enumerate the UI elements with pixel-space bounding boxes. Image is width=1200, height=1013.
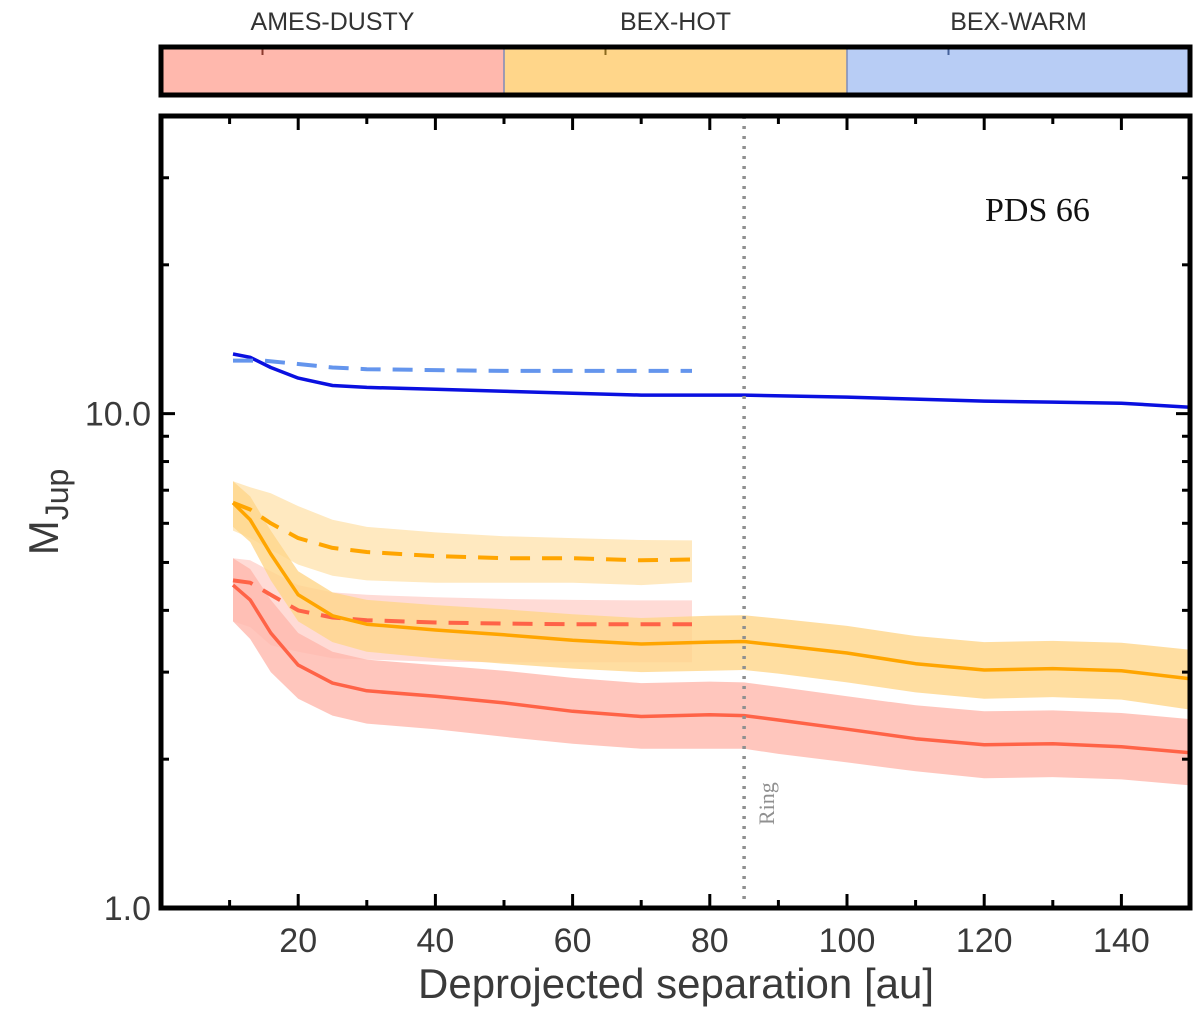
- colorbar-segment-bex-hot: [504, 47, 847, 95]
- x-tick-label: 140: [1093, 922, 1150, 960]
- series-lines: [231, 352, 1191, 755]
- y-axis-label-main: M: [20, 520, 67, 555]
- x-tick-label: 20: [279, 922, 317, 960]
- x-tick-label: 80: [691, 922, 729, 960]
- band-bex-hot-solid: [233, 481, 1190, 710]
- line-bex-warm-dashed: [233, 358, 692, 373]
- line-bex-hot-solid: [231, 501, 1191, 681]
- ring-marker: Ring: [742, 116, 779, 908]
- ring-label: Ring: [754, 782, 779, 825]
- line-ames-dusty-solid: [231, 583, 1191, 755]
- band-ames-dusty-solid: [233, 558, 1190, 786]
- colorbar-label: BEX-HOT: [620, 8, 731, 36]
- x-axis-label: Deprojected separation [au]: [418, 960, 934, 1007]
- line-bex-warm-solid: [232, 352, 1191, 410]
- colorbar-segment-bex-warm: [847, 47, 1190, 95]
- x-tick-label: 120: [956, 922, 1013, 960]
- plot-area: Ring 20 40 60 80 100 120 140 1.0 10.0: [85, 113, 1193, 960]
- y-tick-label: 1.0: [104, 890, 151, 928]
- model-colorbar: AMES-DUSTY BEX-HOT BEX-WARM: [158, 8, 1193, 98]
- plot-frame: [158, 113, 1193, 911]
- x-tick-label: 40: [416, 922, 454, 960]
- colorbar-label: AMES-DUSTY: [251, 8, 415, 36]
- x-tick-label: 100: [819, 922, 876, 960]
- line-bex-hot-dashed: [232, 500, 693, 563]
- colorbar-label: BEX-WARM: [950, 8, 1087, 36]
- y-tick-label: 10.0: [85, 396, 151, 434]
- band-bex-hot-dashed: [233, 481, 692, 586]
- svg-text:MJup: MJup: [20, 469, 75, 556]
- uncertainty-bands: [233, 481, 1190, 786]
- y-axis-label: MJup: [20, 469, 75, 556]
- y-axis-label-sub: Jup: [39, 469, 75, 521]
- x-tick-label: 60: [554, 922, 592, 960]
- line-ames-dusty-dashed: [232, 578, 692, 627]
- colorbar-frame: [158, 44, 1193, 98]
- target-annotation: PDS 66: [985, 192, 1090, 229]
- colorbar-segment-ames-dusty: [161, 47, 504, 95]
